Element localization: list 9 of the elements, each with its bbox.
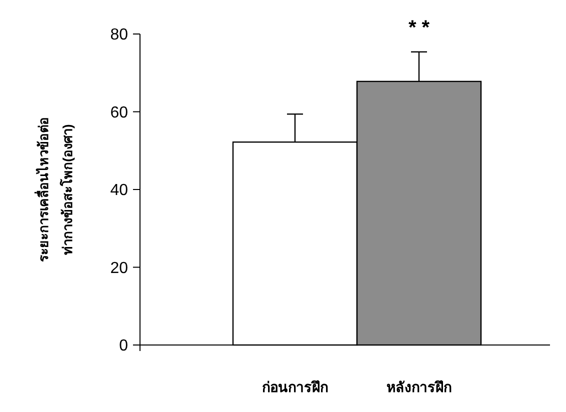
y-axis-title: ระยะการเคลื่อนไหวข้อต่อ ท่ากางข้อสะโพก(องศา) — [34, 117, 75, 262]
annotation: * * — [408, 16, 430, 39]
y-tick-label: 40 — [110, 182, 128, 200]
y-tick-label: 80 — [110, 26, 128, 44]
x-tick-label: ก่อนการฝึก — [262, 379, 328, 395]
y-tick-label: 20 — [110, 260, 128, 277]
y-tick-label: 0 — [119, 338, 128, 355]
x-tick-label: หลังการฝึก — [386, 379, 452, 395]
y-tick-label: 60 — [110, 104, 128, 122]
